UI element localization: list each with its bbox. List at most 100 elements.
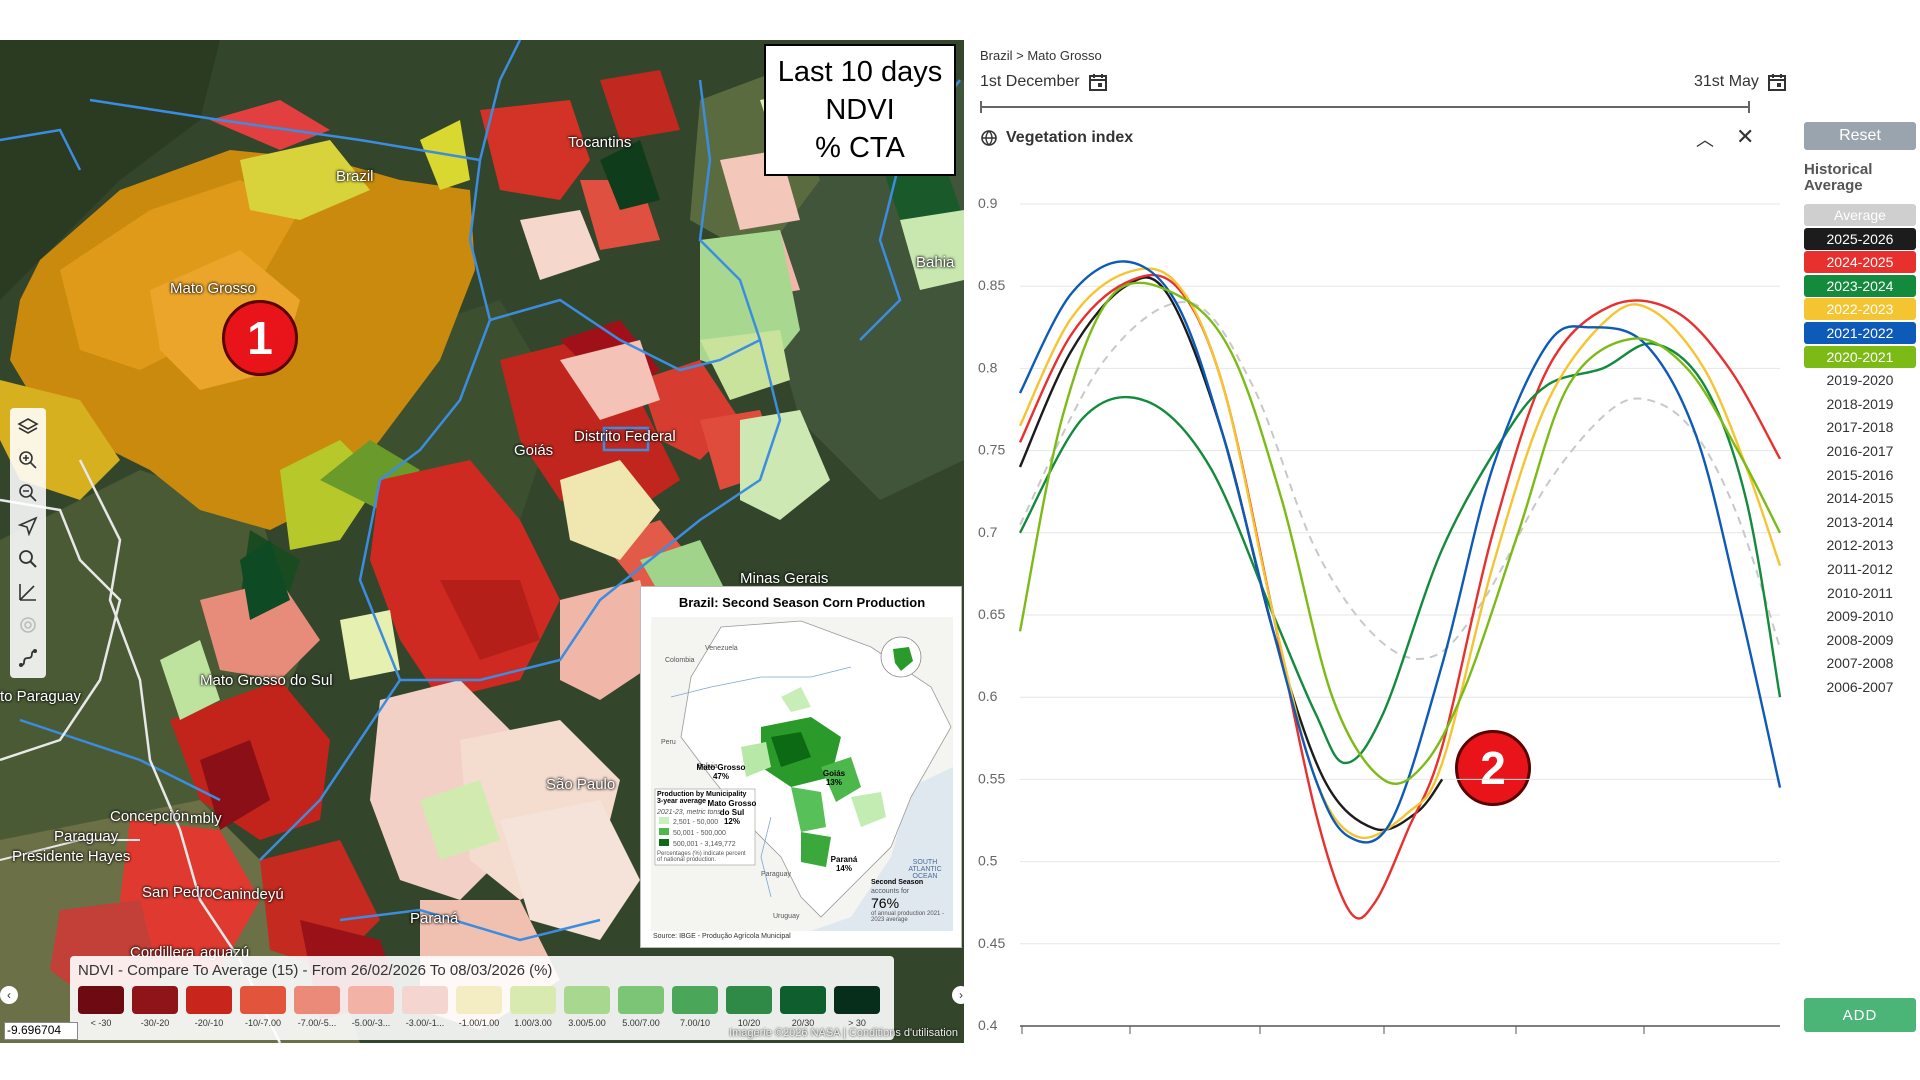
legend-swatch: [672, 986, 718, 1014]
historical-average-label: Historical Average: [1804, 161, 1873, 194]
series-line-2020-2021: [1018, 281, 1782, 785]
label-san-pedro: San Pedro: [142, 884, 213, 901]
legend-swatch: [834, 986, 880, 1014]
year-toggle-2006-2007[interactable]: 2006-2007: [1826, 678, 1894, 695]
legend-swatch-label: 1.00/3.00: [514, 1018, 552, 1028]
label-distrito-federal: Distrito Federal: [574, 428, 676, 445]
breadcrumb[interactable]: Brazil > Mato Grosso: [980, 48, 1102, 63]
legend-swatch-label: 10/20: [737, 1018, 761, 1028]
calendar-icon[interactable]: [1088, 72, 1108, 92]
inset-label-mgs: Mato Grosso do Sul 12%: [705, 799, 759, 826]
legend-swatch-label: -3.00/-1...: [405, 1018, 445, 1028]
label-brazil: Brazil: [336, 168, 374, 185]
inset-mgs-pct: 12%: [723, 817, 740, 826]
label-presidente-hayes: Presidente Hayes: [12, 848, 131, 865]
year-toggle-2020-2021[interactable]: 2020-2021: [1804, 345, 1916, 368]
year-toggle-2012-2013[interactable]: 2012-2013: [1826, 537, 1894, 554]
year-toggle-2009-2010[interactable]: 2009-2010: [1826, 608, 1894, 625]
label-bahia: Bahia: [916, 254, 955, 271]
vegetation-line-chart: 0.40.450.50.550.60.650.70.750.80.850.9De…: [978, 195, 1782, 1034]
year-toggle-2014-2015[interactable]: 2014-2015: [1826, 490, 1894, 507]
y-tick-label: 0.45: [978, 935, 1005, 951]
y-tick-label: 0.7: [978, 524, 998, 540]
map-panel[interactable]: Tocantins Brazil Mato Grosso Bahia Distr…: [0, 40, 964, 1043]
calendar-icon[interactable]: [1767, 72, 1787, 92]
legend-swatch-label: 7.00/10: [679, 1018, 711, 1028]
y-tick-label: 0.6: [978, 688, 998, 704]
year-toggle-2008-2009[interactable]: 2008-2009: [1826, 631, 1894, 648]
label-tocantins: Tocantins: [568, 134, 632, 151]
year-toggle-2010-2011[interactable]: 2010-2011: [1827, 584, 1893, 601]
inset-label-uruguay: Uruguay: [773, 913, 800, 920]
legend-swatch: [618, 986, 664, 1014]
target-icon[interactable]: [13, 610, 43, 640]
label-parana: Paraná: [410, 910, 459, 927]
year-toggle-2011-2012[interactable]: 2011-2012: [1827, 560, 1893, 577]
y-tick-label: 0.65: [978, 606, 1005, 622]
inset-of-annual: of annual production 2021 - 2023 average: [871, 911, 945, 923]
legend-swatch: [456, 986, 502, 1014]
map-attribution[interactable]: Imagerie ©2026 NASA | Conditions d'utili…: [729, 1027, 958, 1039]
inset-legend-note: Percentages (%) indicate percent of nati…: [657, 851, 746, 863]
annotation-marker-1: 1: [222, 300, 298, 376]
vegetation-index-header: Vegetation index ︿ ✕: [980, 124, 1770, 152]
year-toggle-2016-2017[interactable]: 2016-2017: [1826, 442, 1894, 459]
reset-button[interactable]: Reset: [1804, 122, 1916, 150]
zoom-out-icon[interactable]: [13, 478, 43, 508]
label-paraguay: Paraguay: [54, 828, 119, 845]
measure-icon[interactable]: [13, 577, 43, 607]
layers-icon[interactable]: [13, 412, 43, 442]
series-line-2021-2022: [1018, 260, 1782, 844]
legend-swatch: [726, 986, 772, 1014]
legend-swatch: [294, 986, 340, 1014]
series-line-2023-2024: [1018, 342, 1782, 765]
year-toggle-2025-2026[interactable]: 2025-2026: [1804, 227, 1916, 250]
legend-swatch-label: -30/-20: [140, 1018, 170, 1028]
search-icon[interactable]: [13, 544, 43, 574]
inset-legend-item-3: 500,001 - 3,149,772: [673, 841, 736, 848]
y-tick-label: 0.85: [978, 277, 1005, 293]
annotation-marker-2: 2: [1455, 730, 1531, 806]
y-tick-label: 0.5: [978, 853, 998, 869]
legend-swatch-label: > 30: [848, 1018, 866, 1028]
vegetation-chart-panel: Brazil > Mato Grosso 1st December 31st M…: [976, 40, 1920, 1043]
end-date-picker[interactable]: 31st May: [1694, 72, 1787, 92]
inset-label-goias: Goiás 13%: [817, 769, 851, 787]
year-toggle-2007-2008[interactable]: 2007-2008: [1826, 655, 1894, 672]
year-toggle-2022-2023[interactable]: 2022-2023: [1804, 298, 1916, 321]
legend-swatch: [402, 986, 448, 1014]
label-minas-gerais: Minas Gerais: [740, 570, 829, 587]
year-toggle-list: Average 2025-2026 2024-2025 2023-2024 2022-2…: [1804, 204, 1916, 699]
year-toggle-2018-2019[interactable]: 2018-2019: [1826, 395, 1894, 412]
inset-label-mato-grosso: Mato Grosso 47%: [691, 763, 751, 781]
year-toggle-2021-2022[interactable]: 2021-2022: [1804, 321, 1916, 344]
date-range-slider[interactable]: [980, 101, 1750, 113]
year-toggle-2023-2024[interactable]: 2023-2024: [1804, 274, 1916, 297]
series-line-2025-2026: [1018, 276, 1444, 832]
year-toggle-2019-2020[interactable]: 2019-2020: [1826, 372, 1894, 389]
legend-swatch-label: -20/-10: [194, 1018, 224, 1028]
legend-next-arrow-icon[interactable]: ›: [952, 986, 964, 1004]
year-toggle-2015-2016[interactable]: 2015-2016: [1826, 466, 1894, 483]
draw-path-icon[interactable]: [13, 643, 43, 673]
legend-swatch-label: -7.00/-5...: [297, 1018, 337, 1028]
label-concepcion: Concepción: [110, 808, 190, 825]
inset-legend-sub: 2021-23, metric tons: [657, 809, 721, 816]
start-date-label: 1st December: [980, 73, 1080, 90]
chevron-up-icon[interactable]: ︿: [1696, 130, 1714, 150]
year-toggle-average[interactable]: Average: [1804, 204, 1916, 226]
close-icon[interactable]: ✕: [1736, 124, 1755, 149]
year-toggle-2024-2025[interactable]: 2024-2025: [1804, 251, 1916, 274]
start-date-picker[interactable]: 1st December: [980, 72, 1108, 92]
y-tick-label: 0.4: [978, 1017, 998, 1033]
year-toggle-2017-2018[interactable]: 2017-2018: [1826, 419, 1894, 436]
legend-prev-arrow-icon[interactable]: ‹: [0, 986, 18, 1004]
year-toggle-2013-2014[interactable]: 2013-2014: [1826, 513, 1894, 530]
add-button[interactable]: ADD: [1804, 998, 1916, 1032]
zoom-in-icon[interactable]: [13, 445, 43, 475]
inset-label-bolivia: Bolivia: [697, 763, 718, 770]
inset-title: Brazil: Second Season Corn Production: [678, 595, 926, 610]
inset-goias-pct: 13%: [825, 778, 842, 787]
legend-swatch-label: < -30: [90, 1018, 112, 1028]
locate-arrow-icon[interactable]: [13, 511, 43, 541]
